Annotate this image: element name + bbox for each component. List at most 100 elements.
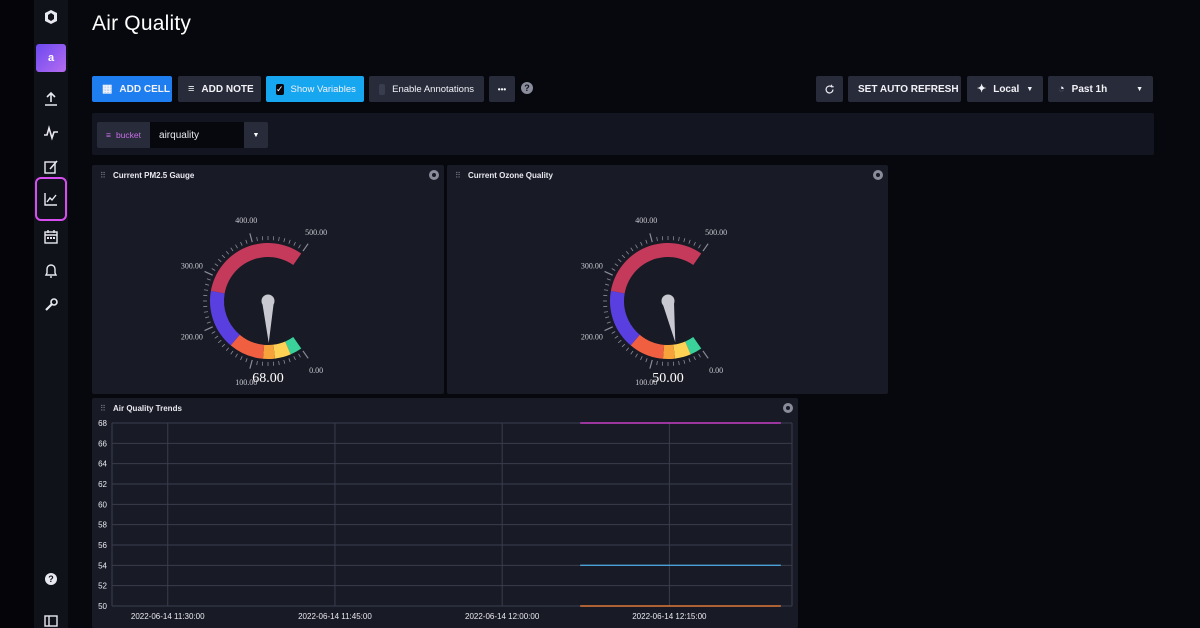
gear-icon[interactable] (429, 170, 439, 180)
y-tick-label: 50 (98, 602, 107, 611)
gauge-tick-mark (683, 359, 686, 364)
x-tick-label: 2022-06-14 11:45:00 (298, 612, 372, 621)
gear-icon[interactable] (783, 403, 793, 413)
edit-icon[interactable] (36, 152, 66, 182)
gauge-tick-mark (617, 258, 622, 263)
gauge-tick-mark (702, 350, 709, 359)
upload-icon[interactable] (36, 84, 66, 114)
gauge-tick-mark (278, 361, 280, 366)
help-icon[interactable]: ? (36, 564, 66, 594)
time-range-label: Past 1h (1071, 83, 1108, 95)
gauge-tick-mark (693, 241, 696, 246)
gauge-value: 50.00 (652, 371, 684, 386)
enable-annotations-label: Enable Annotations (392, 83, 474, 95)
gauge-tick-mark (625, 250, 630, 255)
time-range-dropdown[interactable]: ◔ Past 1h ▼ (1048, 76, 1153, 102)
gauge-tick-mark (217, 339, 222, 344)
set-auto-refresh-button[interactable]: SET AUTO REFRESH (848, 76, 961, 102)
gauge-segment-purple (210, 290, 240, 346)
gauge-tick-mark (625, 347, 630, 352)
gauge-tick-mark (214, 335, 219, 339)
gauge-tick-mark (240, 356, 243, 361)
org-initial: a (47, 52, 55, 64)
gauge-segment-orange (662, 344, 676, 359)
bell-icon[interactable] (36, 256, 66, 286)
influx-logo-icon[interactable] (36, 2, 66, 32)
add-cell-button[interactable]: ▦ ADD CELL (92, 76, 172, 102)
drag-handle-icon[interactable]: ⠿ (455, 171, 461, 180)
gauge-tick-mark (603, 289, 608, 291)
y-tick-label: 64 (98, 460, 107, 469)
chevron-down-icon: ▼ (1026, 85, 1034, 93)
gauge-tick-label: 100.00 (635, 378, 657, 387)
drag-handle-icon[interactable]: ⠿ (100, 404, 106, 413)
gauge-tick-mark (605, 283, 610, 286)
gauge-tick-mark (206, 278, 211, 281)
chart-icon[interactable] (35, 177, 67, 221)
org-avatar[interactable]: a (36, 44, 66, 72)
collapse-icon[interactable] (36, 606, 66, 628)
gauge-tick-mark (230, 350, 234, 355)
gauge-tick-mark (211, 331, 216, 334)
cell-air-quality-trends: ⠿ Air Quality Trends 68 66 64 62 60 58 56 54 52 5… (92, 398, 798, 628)
enable-annotations-toggle[interactable]: Enable Annotations (369, 76, 484, 102)
gear-icon[interactable] (873, 170, 883, 180)
gauge-tick-mark (288, 358, 291, 363)
chevron-down-icon[interactable]: ▼ (244, 122, 269, 148)
variable-dropdown-bucket[interactable]: ≡ bucket airquality ▼ (97, 122, 269, 148)
gauge-needle-hub (261, 294, 275, 308)
wrench-icon[interactable] (36, 290, 66, 320)
gauge-tick-mark (283, 238, 286, 243)
gauge-tick-mark (278, 236, 280, 241)
gauge-tick-mark (630, 350, 634, 355)
gauge-tick-mark (645, 239, 648, 244)
gauge-tick-mark (698, 244, 701, 249)
gauge-tick-mark (203, 311, 208, 313)
help-icon[interactable]: ? (521, 82, 533, 94)
gauge-tick-mark (235, 353, 238, 358)
trend-line-chart: 68 66 64 62 60 58 56 54 52 50 2022-06-14 11:30:00 2… (98, 419, 793, 621)
gauge-tick-mark (302, 350, 309, 359)
gauge-segment-red-orange (630, 334, 665, 359)
pulse-icon[interactable] (36, 118, 66, 148)
more-options-button[interactable]: ••• (489, 76, 515, 102)
gauge-tick-mark (298, 353, 301, 358)
more-icon: ••• (497, 84, 507, 94)
gauge-tick-mark (605, 316, 610, 319)
gauge-tick-mark (693, 356, 696, 361)
gauge-segment-yellow (673, 341, 691, 359)
gauge-segment-green (685, 337, 702, 355)
chevron-down-icon: ▼ (1136, 85, 1143, 93)
calendar-icon[interactable] (36, 222, 66, 252)
auto-refresh-label: SET AUTO REFRESH (858, 83, 959, 95)
gauge-tick-mark (630, 247, 634, 252)
gauge-tick-label: 300.00 (181, 262, 203, 271)
gauge-tick-mark (211, 268, 216, 271)
gauge-tick-mark (649, 359, 653, 369)
gauge-segment-red-orange (230, 334, 265, 359)
gauge-tick-mark (235, 244, 238, 249)
gauge-segment-orange (262, 344, 276, 359)
show-variables-toggle[interactable]: ✓ Show Variables (266, 76, 364, 102)
refresh-button[interactable] (816, 76, 843, 102)
gauge-segment-crimson (610, 243, 702, 294)
gauge-tick-label: 400.00 (635, 216, 657, 225)
gauge-tick-mark (606, 321, 611, 324)
refresh-icon (825, 84, 834, 93)
pin-icon: ✦ (977, 82, 987, 95)
add-cell-label: ADD CELL (119, 83, 170, 95)
gauge-needle-hub (661, 294, 675, 308)
timezone-dropdown[interactable]: ✦ Local ▼ (967, 76, 1043, 102)
gauge-tick-mark (245, 358, 248, 363)
gauge-tick-mark (614, 335, 619, 339)
page-title: Air Quality (92, 12, 192, 35)
show-variables-label: Show Variables (290, 83, 356, 95)
gauge-segment-yellow (273, 341, 291, 359)
cell-pm25-gauge: ⠿ Current PM2.5 Gauge 0.00 100.00 200.00 30… (92, 165, 444, 394)
clock-icon: ◔ (1058, 82, 1065, 95)
gauge-tick-mark (683, 238, 686, 243)
gauge-tick-mark (245, 239, 248, 244)
gauge-needle (662, 299, 676, 343)
add-note-button[interactable]: ≡ ADD NOTE (178, 76, 261, 102)
drag-handle-icon[interactable]: ⠿ (100, 171, 106, 180)
